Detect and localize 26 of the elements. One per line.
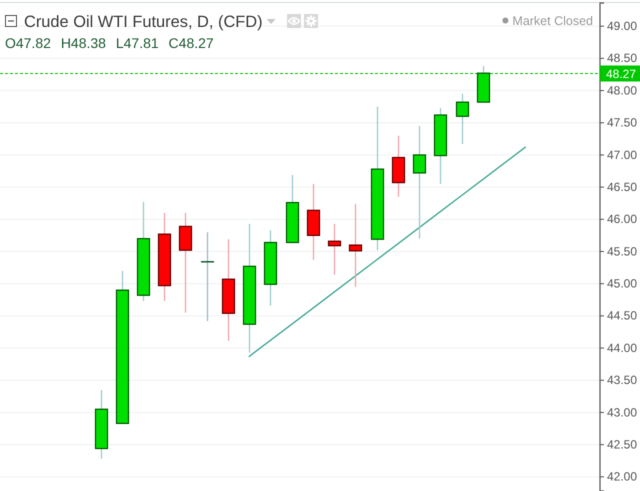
candlestick (412, 125, 426, 240)
text: O47.82 H48.38 L47.81 C48.27 (5, 35, 214, 51)
y-tick-label: 47.50 (607, 116, 638, 130)
y-tick-label: 42.00 (607, 470, 638, 484)
y-tick-label: 47.00 (607, 148, 638, 162)
y-tick-label: 43.50 (607, 373, 638, 388)
y-tick-label: 44.00 (607, 340, 638, 355)
candlestick (456, 93, 470, 145)
ref-line-label: 48.27 (606, 67, 636, 81)
y-tick-label: 48.50 (607, 51, 638, 66)
y-tick-label: 42.50 (607, 437, 638, 452)
y-tick-label: 48.00 (607, 83, 638, 98)
candlestick (201, 232, 214, 322)
y-tick-label: 45.00 (607, 276, 638, 291)
candlestick (328, 223, 342, 276)
annotation: Market Closed (512, 14, 594, 28)
y-tick-label: 49.00 (607, 19, 638, 34)
candlestick (178, 212, 192, 314)
line-series (248, 146, 526, 358)
y-tick-label: 45.50 (607, 244, 638, 258)
text: Crude Oil WTI Futures, D, (CFD) (24, 13, 263, 31)
y-tick-label: 43.00 (607, 405, 638, 420)
candlestick (348, 203, 362, 288)
y-tick-label: 46.50 (607, 180, 638, 194)
y-tick-label: 44.50 (607, 308, 638, 323)
y-tick-label: 46.00 (607, 212, 638, 226)
